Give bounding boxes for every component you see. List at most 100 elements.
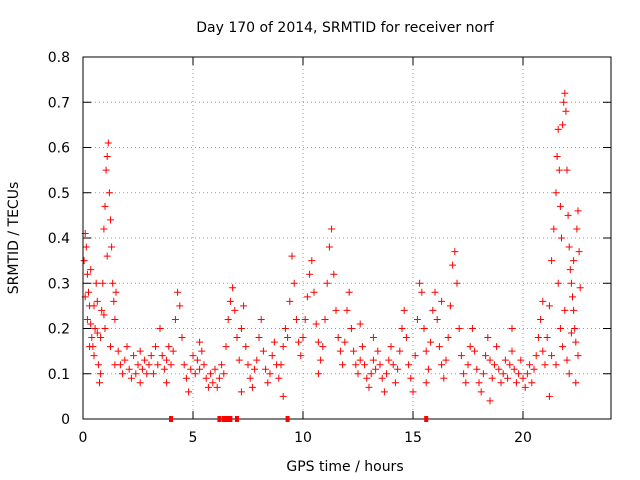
data-point (255, 334, 263, 342)
data-point (457, 352, 465, 360)
data-point (295, 338, 303, 346)
data-point (343, 306, 351, 314)
data-point (558, 234, 565, 242)
data-point (471, 347, 479, 355)
data-point (202, 374, 210, 382)
data-point (350, 347, 358, 355)
data-point (398, 325, 406, 332)
data-point (290, 279, 298, 287)
data-point (484, 334, 492, 342)
data-point (141, 356, 149, 364)
data-point (444, 334, 452, 342)
data-point (486, 356, 494, 364)
data-point (99, 279, 107, 287)
data-point (515, 370, 523, 378)
data-point (385, 356, 393, 364)
data-point (446, 302, 454, 310)
data-point (104, 139, 112, 147)
data-point (356, 356, 364, 364)
data-point (473, 365, 481, 373)
data-point (460, 370, 468, 378)
data-point (108, 243, 116, 251)
data-point (566, 266, 574, 274)
x-tick-label: 5 (189, 430, 198, 446)
data-point (361, 361, 369, 369)
data-point (556, 325, 564, 332)
data-point (160, 365, 168, 373)
data-point (235, 356, 243, 364)
data-point (213, 383, 221, 391)
data-point (555, 166, 563, 174)
data-point (87, 320, 95, 328)
data-point (561, 89, 569, 97)
tick-labels: 0 5 10 15 20 0 0.1 0.2 0.3 0.4 0.5 0.6 0.7 0.8 (48, 50, 532, 446)
x-tick-label: 15 (404, 430, 422, 446)
data-point (92, 279, 100, 287)
data-point (328, 225, 336, 233)
data-point (504, 374, 512, 382)
data-point (341, 338, 349, 346)
data-point (185, 388, 193, 396)
data-point (453, 279, 461, 287)
data-point (449, 261, 457, 269)
data-point (88, 334, 96, 342)
data-point (306, 270, 314, 278)
data-point (451, 248, 459, 256)
data-point (488, 374, 496, 382)
axis-marks (169, 416, 429, 422)
data-point (297, 352, 305, 360)
data-point (180, 361, 188, 369)
data-point (548, 352, 556, 360)
data-point (508, 325, 516, 332)
data-point (279, 343, 287, 351)
data-point (90, 302, 98, 310)
data-point (116, 361, 124, 369)
data-point (312, 320, 320, 328)
data-point (222, 343, 230, 351)
data-point (85, 288, 92, 296)
data-point (330, 270, 338, 278)
data-point (103, 153, 111, 161)
data-point (292, 315, 300, 323)
data-point (570, 306, 578, 314)
data-point (251, 365, 259, 373)
y-tick-label: 0.7 (48, 95, 70, 111)
data-point (231, 306, 239, 314)
data-point (539, 347, 547, 355)
data-point (266, 370, 274, 378)
data-point (541, 361, 549, 369)
data-point (545, 302, 553, 310)
data-point (83, 315, 91, 323)
data-point (523, 370, 531, 378)
data-point (136, 347, 144, 355)
data-point (105, 189, 113, 197)
data-point (121, 356, 129, 364)
data-point (100, 225, 108, 233)
data-point (143, 370, 151, 378)
data-point (438, 361, 446, 369)
data-point (244, 361, 252, 369)
data-point (508, 347, 516, 355)
data-point (275, 374, 283, 382)
data-point (554, 125, 562, 133)
data-point (563, 356, 571, 364)
data-point (539, 297, 547, 305)
data-point (548, 257, 556, 265)
data-point (301, 315, 309, 323)
data-point (560, 98, 568, 106)
data-point (83, 270, 91, 278)
data-point (323, 279, 331, 287)
data-point (486, 397, 494, 405)
data-point (226, 297, 234, 305)
data-point (506, 361, 514, 369)
data-point (242, 343, 250, 351)
data-point (372, 365, 380, 373)
data-point (574, 207, 582, 215)
data-point (526, 361, 534, 369)
data-point (433, 315, 441, 323)
data-point (530, 365, 538, 373)
data-point (416, 279, 424, 287)
data-point (156, 325, 164, 332)
data-point (528, 379, 536, 387)
